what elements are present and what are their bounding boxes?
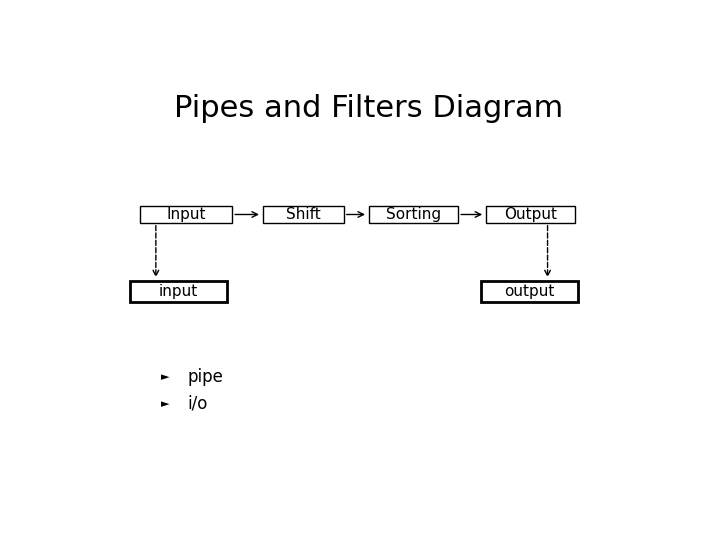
Bar (140, 206, 233, 223)
Text: Input: Input (166, 207, 206, 222)
Text: input: input (159, 284, 198, 299)
Bar (130, 281, 227, 302)
Text: Shift: Shift (286, 207, 321, 222)
Bar (486, 206, 575, 223)
Bar (369, 206, 459, 223)
Text: pipe: pipe (188, 368, 223, 386)
Text: output: output (504, 284, 554, 299)
Bar (263, 206, 344, 223)
Text: Output: Output (504, 207, 557, 222)
Text: Pipes and Filters Diagram: Pipes and Filters Diagram (174, 94, 564, 123)
Text: ►: ► (161, 399, 170, 409)
Text: i/o: i/o (188, 395, 208, 413)
Text: Sorting: Sorting (386, 207, 441, 222)
Bar (481, 281, 578, 302)
Text: ►: ► (161, 372, 170, 382)
